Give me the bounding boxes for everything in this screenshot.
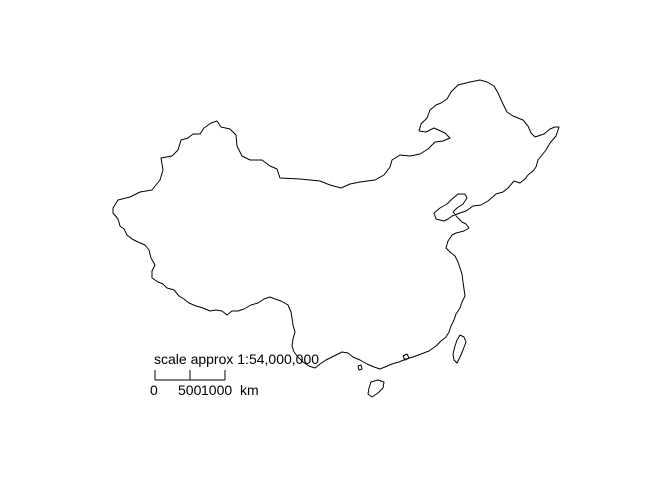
scale-unit-label: km [240,382,259,398]
coastal-island-outline [402,353,410,361]
mainland-outline [112,79,560,370]
scale-label-500: 500 [178,382,202,398]
scale-label-0: 0 [150,382,158,398]
hainan-outline [367,379,385,398]
scale-bar: scale approx 1:54,000,000 0 500 1000 km [150,351,319,398]
taiwan-outline [452,334,467,364]
leizhou-island-outline [357,364,363,371]
scale-caption: scale approx 1:54,000,000 [154,351,319,367]
scale-label-1000: 1000 [201,382,232,398]
